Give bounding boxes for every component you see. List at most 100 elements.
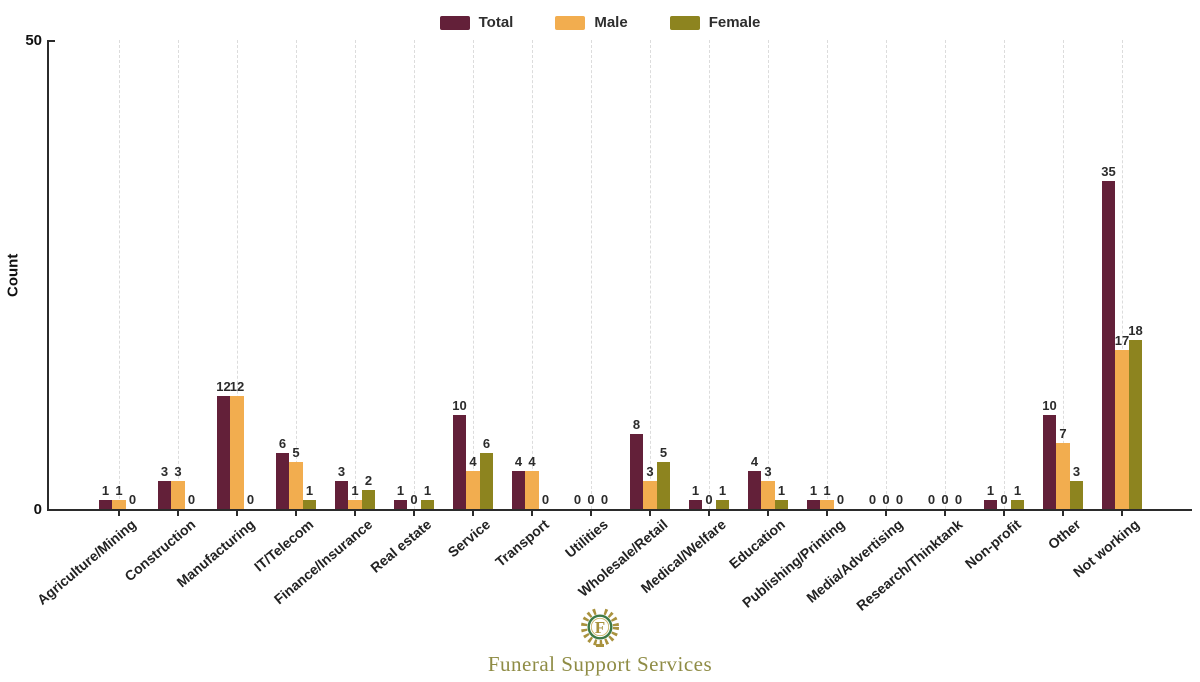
x-axis-label: Agriculture/Mining — [34, 516, 140, 608]
bar-value-label: 4 — [469, 454, 477, 470]
x-axis-label: Real estate — [367, 516, 435, 576]
bar-value-label: 0 — [410, 492, 418, 507]
bar-value-label: 2 — [364, 473, 373, 489]
bar-value-label: 3 — [160, 463, 169, 479]
brand-footer: F Funeral Support Services — [0, 607, 1200, 677]
bar-value-label: 1 — [305, 482, 314, 498]
bar-total — [1042, 415, 1057, 509]
bar-total — [511, 471, 526, 509]
bar-total — [452, 415, 467, 509]
bar-value-label: 0 — [836, 492, 845, 507]
legend-label-total: Total — [478, 14, 514, 31]
bar-value-label: 8 — [632, 416, 641, 432]
bar-value-label: 1 — [1013, 482, 1022, 498]
bar-value-label: 0 — [1000, 492, 1008, 507]
bar-value-label: 0 — [541, 492, 550, 507]
gridline — [708, 40, 710, 509]
legend: Total Male Female — [0, 14, 1200, 31]
x-axis-tick — [236, 511, 238, 516]
y-axis-line — [47, 40, 49, 511]
bar-male — [1056, 443, 1070, 509]
x-axis-tick — [118, 511, 120, 516]
x-axis-tick — [295, 511, 297, 516]
bar-value-label: 1 — [351, 482, 359, 498]
bar-male — [643, 480, 657, 509]
bar-value-label: 3 — [646, 463, 654, 479]
bar-total — [393, 499, 408, 509]
gridline — [826, 40, 828, 509]
bar-total — [1101, 180, 1116, 509]
bar-value-label: 0 — [246, 492, 255, 507]
legend-item-female: Female — [669, 14, 761, 31]
x-axis-line — [47, 509, 1192, 511]
bar-male — [466, 471, 480, 509]
x-axis-label: Transport — [492, 516, 553, 570]
bar-value-label: 1 — [115, 482, 123, 498]
bar-value-label: 12 — [229, 379, 245, 395]
bar-total — [688, 499, 703, 509]
bar-value-label: 4 — [514, 454, 523, 470]
bar-value-label: 10 — [1042, 398, 1057, 414]
female-swatch-icon — [669, 15, 700, 30]
gridline — [944, 40, 946, 509]
brand-monogram: F — [595, 618, 605, 637]
bar-value-label: 0 — [573, 492, 582, 507]
y-axis-title: Count — [4, 253, 22, 297]
bar-value-label: 3 — [764, 463, 772, 479]
gridline — [472, 40, 474, 509]
bar-female — [1128, 340, 1143, 509]
bar-value-label: 12 — [216, 379, 231, 395]
bar-value-label: 1 — [823, 482, 831, 498]
bar-value-label: 1 — [691, 482, 700, 498]
bar-male — [525, 471, 539, 509]
x-axis-label: Finance/Insurance — [270, 516, 376, 608]
x-axis-tick — [590, 511, 592, 516]
bar-male — [112, 499, 126, 509]
brand-name: Funeral Support Services — [487, 652, 713, 676]
legend-label-female: Female — [708, 14, 761, 31]
bar-female — [656, 462, 671, 509]
x-axis-label: Service — [444, 516, 494, 561]
total-swatch-icon — [439, 15, 470, 30]
bar-total — [747, 471, 762, 509]
bar-value-label: 0 — [705, 492, 713, 507]
gridline — [649, 40, 651, 509]
gridline — [118, 40, 120, 509]
gridline — [413, 40, 415, 509]
bar-value-label: 0 — [128, 492, 137, 507]
bar-total — [275, 452, 290, 509]
gridline — [236, 40, 238, 509]
bar-value-label: 1 — [423, 482, 432, 498]
y-tick-label-0: 0 — [33, 501, 42, 518]
bar-value-label: 5 — [292, 445, 300, 461]
bar-value-label: 1 — [396, 482, 405, 498]
bar-female — [479, 452, 494, 509]
x-axis-tick — [413, 511, 415, 516]
x-axis-tick — [885, 511, 887, 516]
bar-total — [216, 396, 231, 509]
gridline — [295, 40, 297, 509]
bar-value-label: 10 — [452, 398, 467, 414]
gridline — [177, 40, 179, 509]
gridline — [885, 40, 887, 509]
bar-female — [361, 490, 376, 509]
bar-value-label: 0 — [600, 492, 609, 507]
x-axis-tick — [472, 511, 474, 516]
bar-female — [1010, 499, 1025, 509]
bar-value-label: 0 — [927, 492, 936, 507]
x-axis-tick — [767, 511, 769, 516]
male-swatch-icon — [555, 15, 586, 30]
bar-male — [289, 462, 303, 509]
bar-total — [983, 499, 998, 509]
bar-value-label: 7 — [1059, 426, 1067, 442]
bar-value-label: 6 — [482, 435, 491, 451]
gridline — [1121, 40, 1123, 509]
bar-female — [1069, 480, 1084, 509]
bar-total — [806, 499, 821, 509]
brand-logo-wreath-icon: F — [581, 607, 619, 647]
y-axis-cap-tick — [49, 40, 55, 42]
bar-value-label: 1 — [101, 482, 110, 498]
legend-item-total: Total — [439, 14, 514, 31]
bar-total — [334, 480, 349, 509]
